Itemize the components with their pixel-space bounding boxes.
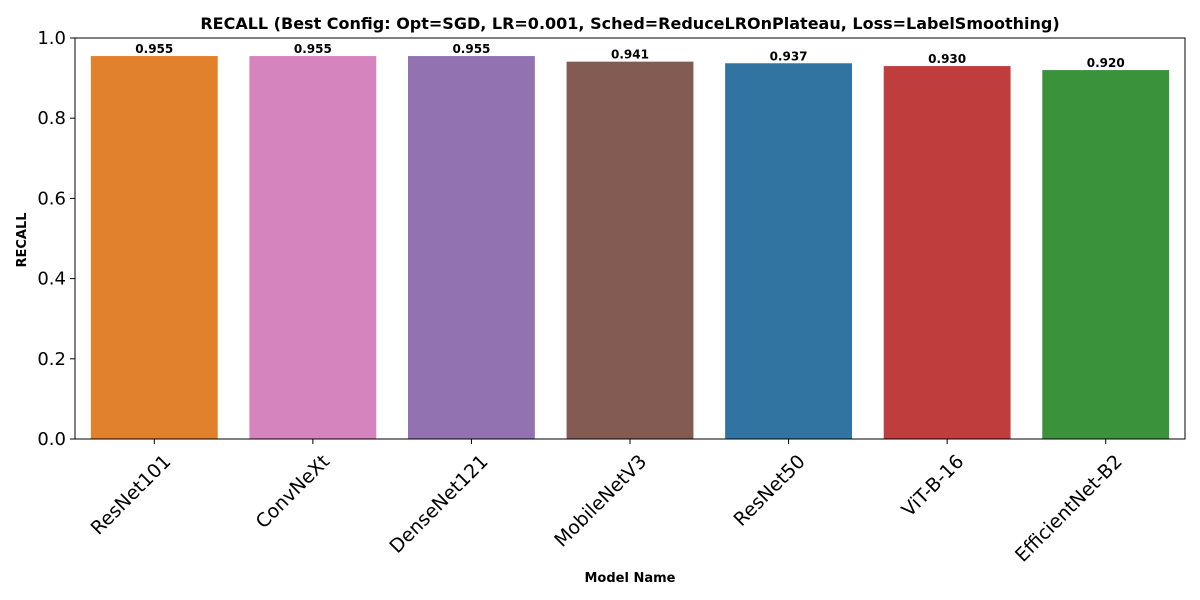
data-label: 0.937 (770, 49, 808, 63)
x-tick-label: ResNet101 (87, 451, 176, 540)
data-label: 0.955 (294, 42, 332, 56)
x-tick-label: MobileNetV3 (550, 451, 651, 552)
x-axis-label: Model Name (585, 571, 676, 586)
y-axis-label: RECALL (15, 212, 30, 267)
x-tick-label: EfficientNet-B2 (1011, 451, 1127, 567)
y-tick-label: 0.4 (37, 269, 66, 290)
bar-mobilenetv3 (566, 61, 694, 440)
bar-vit-b-16 (883, 66, 1011, 439)
data-label: 0.941 (611, 48, 649, 62)
y-tick-label: 0.2 (37, 349, 66, 370)
x-tick-label: ConvNeXt (252, 451, 334, 533)
plot-area-frame (74, 37, 1186, 440)
bar-resnet101 (90, 56, 218, 440)
y-tick-label: 0.8 (37, 108, 66, 129)
data-label: 0.920 (1087, 56, 1125, 70)
y-axis-ticks: 0.0 0.2 0.4 0.6 0.8 1.0 (37, 28, 75, 450)
data-label: 0.955 (135, 42, 173, 56)
data-label: 0.955 (452, 42, 490, 56)
x-tick-label: ViT-B-16 (898, 451, 969, 522)
bar-convnext (249, 56, 377, 440)
bars-group (90, 56, 1170, 440)
x-tick-label: DenseNet121 (385, 451, 492, 558)
y-tick-label: 0.6 (37, 188, 66, 209)
y-tick-label: 1.0 (37, 28, 66, 49)
bar-densenet121 (408, 56, 535, 440)
bar-efficientnet-b2 (1042, 70, 1170, 439)
chart-title: RECALL (Best Config: Opt=SGD, LR=0.001, … (200, 14, 1059, 33)
data-label: 0.930 (928, 52, 966, 66)
x-tick-label: ResNet50 (729, 451, 809, 531)
bar-resnet50 (725, 63, 852, 439)
y-tick-label: 0.0 (37, 429, 66, 450)
data-labels-group: 0.955 0.955 0.955 0.941 0.937 0.930 0.920 (135, 42, 1124, 70)
x-axis-ticks: ResNet101 ConvNeXt DenseNet121 MobileNetV3 R… (87, 439, 1127, 567)
